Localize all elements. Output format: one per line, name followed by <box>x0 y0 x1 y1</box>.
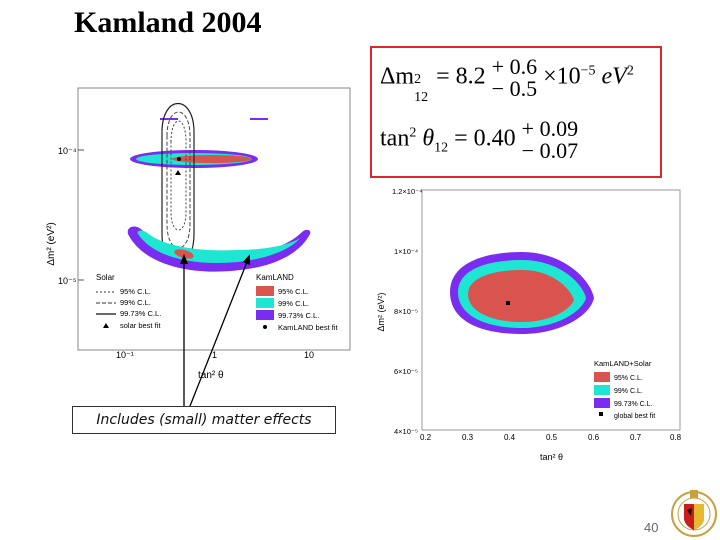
right-ytick-5: 1.2×10⁻⁴ <box>392 187 422 196</box>
legend-kamland-swatch-3 <box>256 310 274 320</box>
legend-global-1: 95% C.L. <box>614 375 643 382</box>
left-ylabel: Δm² (eV²) <box>46 222 57 265</box>
right-ytick-4: 1×10⁻⁴ <box>394 247 418 256</box>
right-xtick-4: 0.5 <box>546 433 558 442</box>
legend-kamland-4: KamLAND best fit <box>278 323 339 332</box>
legend-solar-1: 95% C.L. <box>120 287 151 296</box>
solar-best-fit-marker <box>175 170 181 175</box>
dm2-symbol: Δm <box>380 63 415 90</box>
best-fit-formula-box: Δm 2 12 = 8.2 + 0.6− 0.5 ×10−5 eV2 tan2 θ1… <box>370 46 662 178</box>
right-xtick-5: 0.6 <box>588 433 600 442</box>
dm2-sup: 2 <box>414 71 422 87</box>
legend-kamland-3: 99.73% C.L. <box>278 311 319 320</box>
right-xtick-1: 0.2 <box>420 433 432 442</box>
right-xtick-6: 0.7 <box>630 433 642 442</box>
tan-plus: + 0.09 <box>521 116 579 141</box>
legend-global-2: 99% C.L. <box>614 388 643 395</box>
left-xlabel: tan² θ <box>198 370 224 381</box>
page-number: 40 <box>644 520 659 535</box>
right-ytick-3: 8×10⁻⁵ <box>394 307 418 316</box>
legend-solar-title: Solar <box>96 273 115 282</box>
right-xtick-3: 0.4 <box>504 433 516 442</box>
dm2-unit-post-exp: 2 <box>626 63 634 79</box>
left-ytick-1: 10⁻⁴ <box>58 146 77 156</box>
legend-solar-4: solar best fit <box>120 321 161 330</box>
dm2-central: = 8.2 <box>436 63 486 90</box>
tan-central: = 0.40 <box>454 125 516 152</box>
legend-kamland-swatch-1 <box>256 286 274 296</box>
legend-kamland-title: KamLAND <box>256 273 294 282</box>
dm2-formula: Δm 2 12 = 8.2 + 0.6− 0.5 ×10−5 eV2 <box>380 54 634 105</box>
dm2-unit-exp: −5 <box>580 63 596 79</box>
dm2-minus: − 0.5 <box>491 76 538 101</box>
legend-global-4: global best fit <box>614 413 655 420</box>
left-ytick-2: 10⁻⁵ <box>58 276 77 286</box>
tan-symbol: tan <box>380 125 410 152</box>
dm2-sub: 12 <box>414 89 429 105</box>
dm2-unit: eV <box>601 63 627 90</box>
kamland-upper-95 <box>172 155 252 163</box>
global-95-contour <box>468 270 574 322</box>
legend-global-3: 99.73% C.L. <box>614 401 653 408</box>
right-ylabel: Δm² (eV²) <box>376 292 386 331</box>
right-contour-plot: Δm² (eV²) 4×10⁻⁵ 6×10⁻⁵ 8×10⁻⁵ 1×10⁻⁴ 1.… <box>372 182 692 472</box>
tan-sub: 12 <box>434 140 449 156</box>
right-xtick-7: 0.8 <box>670 433 682 442</box>
right-xlabel: tan² θ <box>540 452 563 462</box>
kamland-lower-9973 <box>127 226 311 272</box>
left-xtick-1: 10⁻¹ <box>116 350 134 360</box>
university-seal-icon <box>671 490 717 537</box>
solar-99-contour <box>166 111 191 249</box>
legend-kamland-1: 95% C.L. <box>278 287 309 296</box>
legend-kamland-2: 99% C.L. <box>278 299 309 308</box>
left-xtick-2: 1 <box>212 350 217 360</box>
tan-sup: 2 <box>409 125 417 141</box>
right-xtick-2: 0.3 <box>462 433 474 442</box>
right-ytick-2: 6×10⁻⁵ <box>394 367 418 376</box>
theta-symbol: θ <box>422 125 435 152</box>
dm2-unit-pre: ×10 <box>543 63 581 90</box>
legend-global-title: KamLAND+Solar <box>594 359 652 368</box>
kamland-upper-best-fit <box>177 157 181 161</box>
tan-formula: tan2 θ12 = 0.40 + 0.09− 0.07 <box>380 118 578 162</box>
tan-minus: − 0.07 <box>521 138 579 163</box>
global-best-fit-marker <box>506 301 510 305</box>
legend-solar-2: 99% C.L. <box>120 298 151 307</box>
matter-effects-note: Includes (small) matter effects <box>72 406 336 434</box>
legend-solar-3: 99.73% C.L. <box>120 309 161 318</box>
dm2-plus: + 0.6 <box>491 54 538 79</box>
left-contour-plot: Δm² (eV²) 10⁻⁴ 10⁻⁵ 10⁻¹ 1 10 tan² θ Sol… <box>44 84 356 384</box>
left-xtick-3: 10 <box>304 350 314 360</box>
slide-title: Kamland 2004 <box>74 6 262 39</box>
right-ytick-1: 4×10⁻⁵ <box>394 427 418 436</box>
legend-kamland-swatch-2 <box>256 298 274 308</box>
